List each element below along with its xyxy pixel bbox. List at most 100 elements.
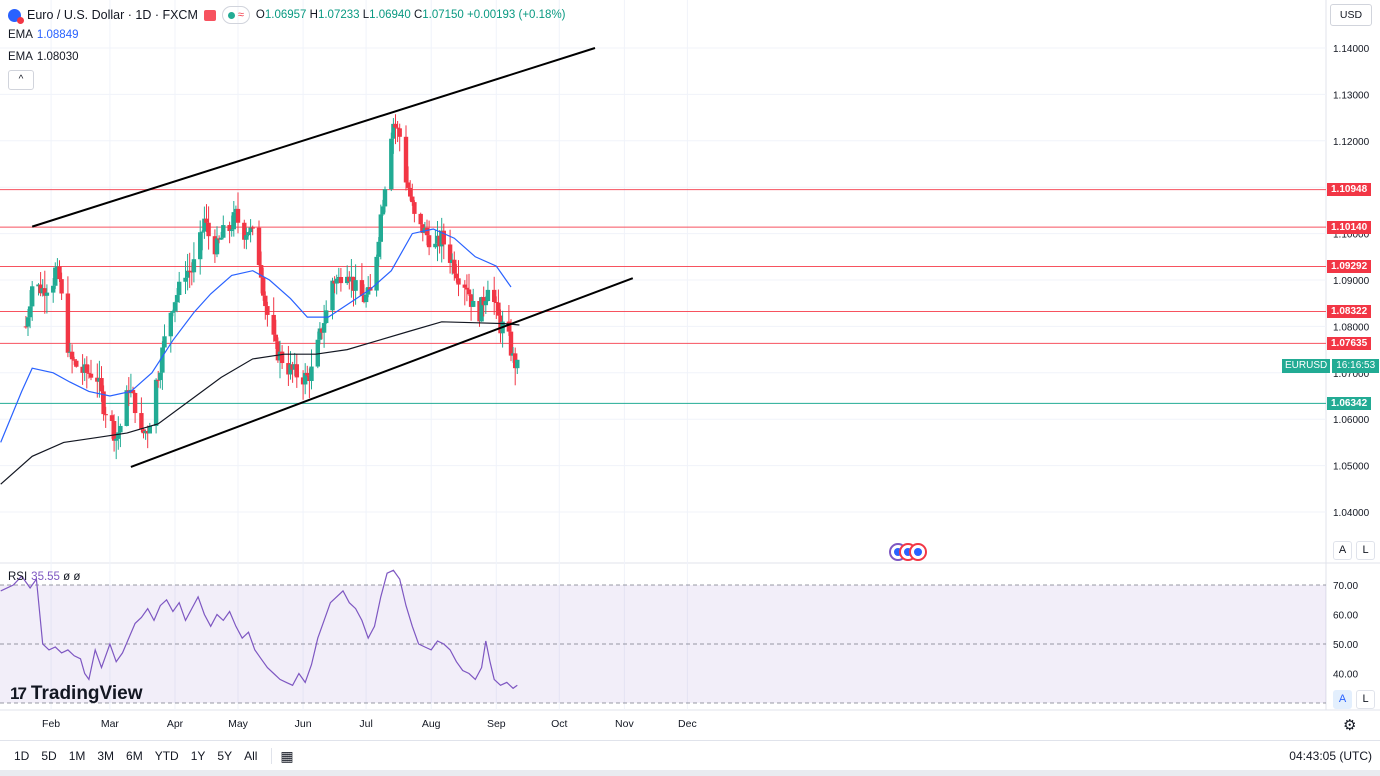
- event-marker-icon[interactable]: [909, 543, 927, 561]
- candle-body: [244, 235, 249, 240]
- candle-body: [315, 339, 320, 367]
- wave-icon: ≈: [237, 9, 244, 21]
- time-tick-label: Jun: [295, 718, 312, 730]
- rsi-tick-label: 60.00: [1333, 611, 1358, 622]
- symbol-logo-icon: [8, 8, 24, 24]
- candle-body: [454, 273, 459, 279]
- candle-body: [88, 373, 94, 378]
- timeframe-all[interactable]: All: [244, 749, 258, 763]
- timeframe-5y[interactable]: 5Y: [217, 749, 233, 763]
- tradingview-logo[interactable]: 17 TradingView: [10, 683, 143, 704]
- high-value: 1.07233: [317, 9, 360, 21]
- candle-body: [183, 277, 188, 282]
- price-tick-label: 1.13000: [1333, 90, 1370, 101]
- flag-icon[interactable]: [203, 9, 216, 21]
- candle-body: [374, 256, 379, 291]
- candle-body: [44, 292, 50, 296]
- candle-body: [412, 202, 417, 214]
- currency-selector[interactable]: USD: [1330, 4, 1372, 26]
- timeframe-1m[interactable]: 1M: [68, 749, 86, 763]
- candle-body: [418, 213, 423, 225]
- candle-body: [410, 196, 415, 203]
- change-value: +0.00193 (+0.18%): [467, 9, 566, 21]
- candle-body: [160, 347, 165, 373]
- timeframe-1d[interactable]: 1D: [14, 749, 30, 763]
- candle-body: [363, 294, 369, 303]
- log-scale-button[interactable]: L: [1356, 541, 1375, 560]
- economic-events[interactable]: [889, 543, 927, 561]
- candle-body: [492, 289, 497, 303]
- rsi-auto-scale-button[interactable]: A: [1333, 690, 1352, 709]
- timeframe-5d[interactable]: 5D: [41, 749, 57, 763]
- candle-body: [118, 425, 123, 433]
- candle-body: [74, 360, 79, 367]
- ema-slow-legend[interactable]: EMA 1.08030: [8, 51, 79, 63]
- price-tick-label: 1.05000: [1333, 462, 1370, 473]
- price-tick-label: 1.09000: [1333, 276, 1370, 287]
- price-chart[interactable]: 1.140001.130001.120001.110001.100001.090…: [0, 0, 1380, 740]
- timeframe-6m[interactable]: 6M: [126, 749, 143, 763]
- rsi-log-scale-button[interactable]: L: [1356, 690, 1375, 709]
- timeframe-1y[interactable]: 1Y: [190, 749, 206, 763]
- rsi-legend[interactable]: RSI 35.55 ø ø: [8, 571, 81, 583]
- candle-body: [496, 302, 501, 316]
- candle-body: [405, 182, 411, 188]
- ema-fast-legend[interactable]: EMA 1.08849: [8, 29, 79, 41]
- gear-icon[interactable]: ⚙: [1343, 717, 1357, 734]
- utc-clock[interactable]: 04:43:05 (UTC): [1289, 749, 1372, 763]
- candle-body: [338, 277, 344, 284]
- candle-body: [317, 328, 323, 340]
- candle-body: [294, 364, 299, 378]
- candle-body: [376, 241, 381, 257]
- candle-body: [248, 227, 253, 233]
- level-price-tag: 1.10140: [1327, 220, 1372, 234]
- rsi-line: [0, 569, 518, 690]
- candle-body: [378, 214, 383, 242]
- candle-body: [219, 237, 224, 240]
- level-price-tag: 1.10948: [1327, 183, 1372, 197]
- time-tick-label: Oct: [551, 718, 567, 730]
- candle-body: [330, 280, 335, 311]
- candle-body: [271, 314, 276, 335]
- timeframe-list: 1D 5D 1M 3M 6M YTD 1Y 5Y All: [14, 749, 257, 763]
- auto-scale-button[interactable]: A: [1333, 541, 1352, 560]
- candle-body: [132, 392, 138, 414]
- collapse-legend-button[interactable]: ^: [8, 70, 34, 90]
- candle-body: [403, 136, 409, 183]
- candle-body: [65, 293, 71, 353]
- timeframe-ytd[interactable]: YTD: [154, 749, 179, 763]
- symbol-title[interactable]: Euro / U.S. Dollar · 1D · FXCM: [27, 8, 198, 22]
- candle-body: [174, 295, 180, 303]
- candle-body: [229, 229, 234, 232]
- candle-body: [206, 222, 211, 237]
- price-tick-label: 1.14000: [1333, 44, 1370, 55]
- candle-body: [53, 267, 58, 286]
- candle-body: [452, 259, 457, 274]
- price-tick-label: 1.08000: [1333, 322, 1370, 333]
- market-open-icon: [227, 11, 235, 19]
- divider: [271, 748, 273, 764]
- candle-body: [27, 306, 33, 318]
- candle-body: [426, 235, 432, 248]
- candle-body: [114, 438, 119, 441]
- candle-body: [202, 218, 207, 232]
- timeframe-3m[interactable]: 3M: [97, 749, 115, 763]
- candle-body: [391, 123, 396, 139]
- candle-body: [177, 281, 182, 296]
- candle-body: [227, 225, 232, 232]
- candle-body: [86, 372, 92, 374]
- price-tick-label: 1.10000: [1333, 230, 1370, 241]
- calendar-icon[interactable]: ▦: [280, 747, 294, 764]
- time-tick-label: May: [228, 718, 249, 730]
- price-tick-label: 1.04000: [1333, 508, 1370, 519]
- candle-body: [447, 244, 453, 263]
- candle-body: [156, 379, 161, 381]
- time-tick-label: Sep: [487, 718, 506, 730]
- candle-body: [84, 364, 89, 373]
- candle-body: [468, 294, 474, 307]
- candle-body: [158, 372, 163, 381]
- level-price-tag: 1.06342: [1327, 396, 1372, 410]
- candle-body: [305, 372, 310, 376]
- candle-body: [441, 230, 446, 245]
- market-status-pill[interactable]: ≈: [221, 6, 250, 24]
